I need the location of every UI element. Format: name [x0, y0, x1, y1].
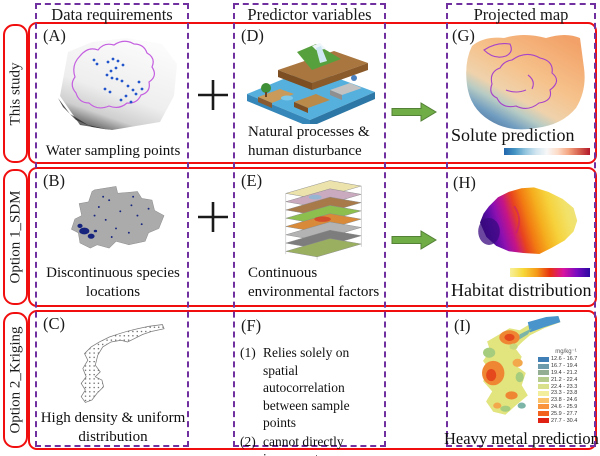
plus-icon — [197, 78, 229, 112]
legend-range: 27.7 - 30.4 — [551, 417, 578, 424]
solute-colorbar — [504, 148, 590, 155]
legend-row: 27.7 - 30.4 — [538, 417, 594, 424]
panel-f-kriging-limits: (F) (1) Relies solely on spatial autocor… — [236, 314, 384, 456]
panel-c-uniform-points: (C) High density & uniform distribution — [38, 314, 188, 446]
limitation-list: (1) Relies solely on spatial autocorrela… — [240, 344, 382, 456]
list-item: (1) Relies solely on spatial autocorrela… — [240, 344, 382, 432]
legend-row: 21.2 - 22.4 — [538, 376, 594, 383]
list-item-text: Relies solely on spatial autocorrelation… — [263, 345, 350, 431]
panel-caption: Water sampling points — [45, 142, 181, 159]
legend-swatch — [538, 356, 549, 362]
legend-swatch — [538, 390, 549, 396]
gis-layer-stack — [285, 180, 362, 260]
legend-swatch — [538, 370, 549, 376]
legend-range: 21.2 - 22.4 — [551, 376, 578, 383]
row-label: Option 2_Kriging — [7, 326, 23, 434]
legend-range: 25.9 - 27.7 — [551, 410, 578, 417]
legend-range: 24.6 - 25.9 — [551, 403, 578, 410]
panel-caption: Discontinuous species locations — [38, 264, 188, 301]
species-points — [77, 195, 150, 239]
caption-line-2: environmental factors — [248, 283, 380, 300]
panel-i-heavy-metal: (I) mg/kg⁻¹ 12.6 - 16.7 16.7 - 19.4 19.4… — [444, 312, 599, 450]
caption-line-2: locations — [85, 283, 141, 300]
caption-line-1: Discontinuous species — [46, 265, 180, 282]
row-label-box-option2-kriging: Option 2_Kriging — [3, 312, 28, 448]
legend-swatch — [538, 363, 549, 369]
panel-tag: (E) — [241, 171, 263, 190]
legend-row: 12.6 - 16.7 — [538, 356, 594, 363]
right-arrow-icon — [391, 102, 437, 122]
legend-row: 22.4 - 23.3 — [538, 383, 594, 390]
panel-tag: (F) — [241, 316, 262, 335]
panel-a-water-sampling: (A) Water sampling points — [38, 26, 188, 162]
row-box-option1-sdm — [28, 167, 597, 307]
plus-icon — [197, 200, 229, 234]
panel-caption: Habitat distribution — [451, 280, 592, 301]
caption-line-1: Continuous — [248, 265, 318, 282]
legend-range: 22.4 - 23.3 — [551, 383, 578, 390]
panel-tag: (H) — [453, 173, 476, 192]
legend-swatch — [538, 397, 549, 403]
solute-map — [466, 35, 585, 130]
panel-caption: Solute prediction — [451, 125, 575, 146]
row-box-this-study — [28, 22, 597, 164]
heavy-metal-legend: mg/kg⁻¹ 12.6 - 16.7 16.7 - 19.4 19.4 - 2… — [538, 348, 594, 424]
panel-e-environmental-layers: (E) Continuous environmental factors — [236, 171, 384, 303]
panel-caption: Continuous environmental factors — [248, 264, 379, 301]
panel-b-species-locations: (B) Discontinuous species locations — [38, 171, 188, 303]
legend-title: mg/kg⁻¹ — [555, 349, 577, 355]
panel-caption: High density & uniform distribution — [38, 409, 188, 446]
landscape-illustration — [247, 43, 375, 124]
panel-tag: (B) — [43, 171, 65, 190]
panel-tag: (G) — [452, 26, 475, 45]
panel-tag: (I) — [454, 316, 471, 335]
legend-swatch — [538, 418, 549, 424]
legend-swatch — [538, 404, 549, 410]
legend-row: 25.9 - 27.7 — [538, 410, 594, 417]
legend-swatch — [538, 377, 549, 383]
dotted-outline-map — [80, 324, 165, 403]
row-label: Option 1_SDM — [7, 190, 23, 284]
panel-tag: (C) — [43, 314, 65, 333]
legend-row: 23.8 - 24.6 — [538, 397, 594, 404]
sampling-points — [92, 57, 144, 104]
panel-h-habitat: (H) Habitat distribution — [448, 171, 594, 303]
legend-row: 24.6 - 25.9 — [538, 404, 594, 411]
legend-range: 23.3 - 23.8 — [551, 390, 578, 397]
kriging-map — [482, 316, 561, 415]
panel-caption: Heavy metal prediction — [444, 429, 599, 448]
caption-line-1: High density & uniform — [40, 410, 186, 427]
list-item-number: (1) — [240, 345, 256, 360]
panel-tag: (A) — [43, 26, 66, 45]
legend-range: 23.8 - 24.6 — [551, 397, 578, 404]
habitat-colorbar — [510, 268, 590, 277]
list-item: (2) cannot directly incorporate environm… — [240, 433, 382, 456]
legend-range: 19.4 - 21.2 — [551, 369, 578, 376]
row-label: This study — [7, 62, 23, 125]
row-box-option2-kriging — [28, 310, 597, 450]
panel-d-predictors: (D) Natural processes & human disturbanc — [236, 26, 384, 162]
row-label-box-this-study: This study — [3, 24, 28, 163]
legend-swatch — [538, 411, 549, 417]
right-arrow-icon — [391, 230, 437, 250]
list-item-number: (2) — [240, 433, 256, 449]
legend-row: 23.3 - 23.8 — [538, 390, 594, 397]
caption-line-2: distribution — [78, 428, 148, 445]
water-sampling-map — [58, 38, 177, 130]
caption-line-2: human disturbance — [248, 142, 362, 159]
list-item-text: cannot directly incorporate environmenta… — [263, 433, 344, 456]
habitat-map — [478, 187, 578, 254]
legend-row: 16.7 - 19.4 — [538, 363, 594, 370]
panel-tag: (D) — [241, 26, 264, 45]
species-map — [71, 186, 165, 249]
panel-g-solute-prediction: (G) Solute prediction — [448, 26, 594, 162]
legend-row: 19.4 - 21.2 — [538, 370, 594, 377]
legend-range: 12.6 - 16.7 — [551, 356, 578, 363]
panel-caption: Natural processes & human disturbance — [248, 123, 370, 160]
row-label-box-option1-sdm: Option 1_SDM — [3, 169, 28, 305]
legend-swatch — [538, 384, 549, 390]
legend-range: 16.7 - 19.4 — [551, 363, 578, 370]
caption-line-1: Natural processes & — [248, 124, 370, 141]
